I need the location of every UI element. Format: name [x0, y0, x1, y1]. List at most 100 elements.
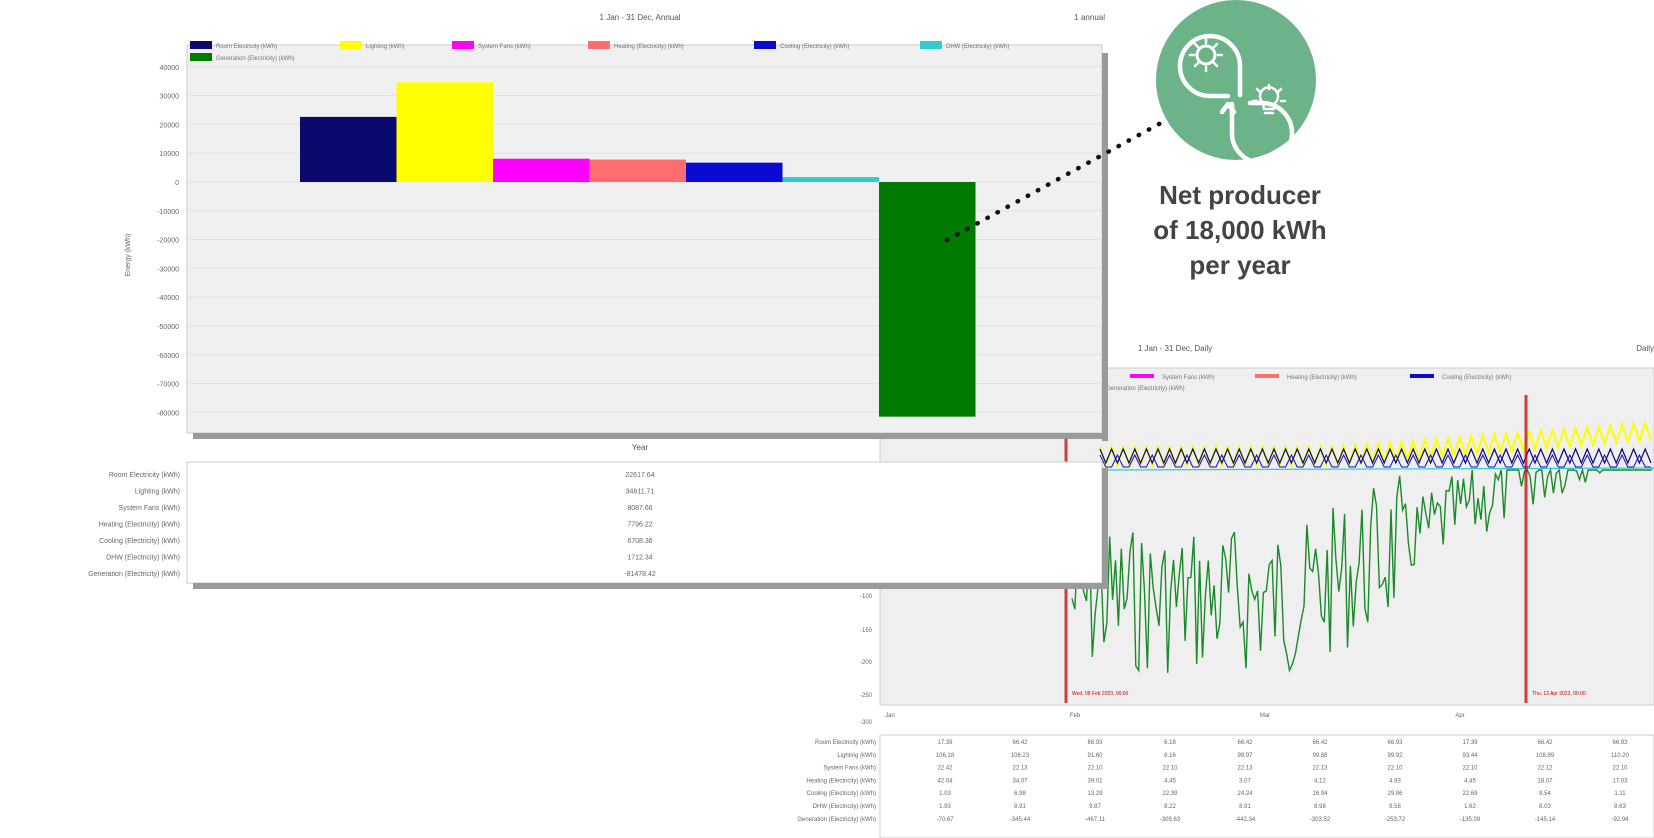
daily-table-cell: 99.92: [1387, 753, 1403, 759]
daily-table-cell: 8.63: [1614, 804, 1626, 810]
legend-swatch: [190, 41, 212, 49]
daily-table-cell: 66.42: [1312, 740, 1328, 746]
daily-table-cell: 91.60: [1087, 753, 1103, 759]
daily-table-cell: 22.13: [1012, 766, 1028, 772]
daily-table-cell: -92.94: [1611, 817, 1629, 823]
annual-table-shadow-right: [1102, 468, 1108, 589]
daily-legend-label: System Fans (kWh): [1162, 375, 1215, 381]
annual-table-shadow-bottom: [193, 583, 1108, 589]
daily-table-cell: 16.94: [1312, 791, 1328, 797]
daily-y-tick-label: -100: [860, 594, 873, 600]
daily-table-cell: 4.45: [1464, 778, 1476, 784]
annual-table-label: Heating (Electricity) (kWh): [99, 522, 180, 529]
daily-x-tick-label: Mar: [1260, 713, 1270, 719]
daily-table-cell: 6.16: [1164, 753, 1176, 759]
daily-table-label: Generation (Electricity) (kWh): [797, 817, 876, 823]
daily-table-cell: 8.91: [1014, 804, 1026, 810]
y-tick-label: -80000: [157, 410, 179, 417]
daily-table-cell: 66.93: [1087, 740, 1103, 746]
daily-table-cell: 17.39: [1462, 740, 1478, 746]
daily-table-label: DHW (Electricity) (kWh): [813, 804, 876, 810]
callout-line-1: Net producer: [1159, 180, 1321, 210]
annual-table-label: Cooling (Electricity) (kWh): [99, 538, 180, 545]
bar-2: [396, 82, 493, 182]
daily-table-cell: 22.39: [1162, 791, 1178, 797]
y-tick-label: -60000: [157, 353, 179, 360]
daily-table-cell: -253.72: [1385, 817, 1406, 823]
callout-line-3: per year: [1189, 250, 1291, 280]
daily-x-tick-label: Apr: [1455, 713, 1464, 719]
callout-line-2: of 18,000 kWh: [1153, 215, 1327, 245]
legend-label: Heating (Electricity) (kWh): [614, 44, 684, 50]
daily-table-cell: 22.13: [1237, 766, 1253, 772]
daily-table-cell: 1.62: [1464, 804, 1476, 810]
bar-1: [300, 116, 397, 182]
y-tick-label: -30000: [157, 266, 179, 273]
daily-table-cell: 8.54: [1539, 791, 1551, 797]
y-tick-label: -40000: [157, 295, 179, 302]
daily-legend-label: Heating (Electricity) (kWh): [1287, 375, 1357, 381]
daily-table-cell: 1.11: [1614, 791, 1626, 797]
daily-table-cell: 22.13: [1312, 766, 1328, 772]
daily-table-cell: 17.03: [1612, 778, 1628, 784]
y-tick-label: 20000: [160, 122, 180, 129]
daily-table-cell: 66.42: [1537, 740, 1553, 746]
y-tick-label: -20000: [157, 238, 179, 245]
y-tick-label: -10000: [157, 209, 179, 216]
plot-shadow-right: [1102, 53, 1108, 441]
daily-legend-label: Generation (Electricity) (kWh): [1106, 386, 1185, 392]
daily-table-cell: 4.12: [1314, 778, 1326, 784]
daily-table-cell: 108.89: [1536, 753, 1555, 759]
daily-marker-label: Thu, 13 Apr 2023, 00:00: [1532, 691, 1586, 697]
daily-table-cell: 22.12: [1537, 766, 1553, 772]
annual-table-label: Lighting (kWh): [135, 489, 180, 496]
daily-table-cell: 3.07: [1239, 778, 1251, 784]
daily-dhw-line: [1099, 467, 1654, 471]
annual-table-value: -81478.42: [624, 571, 656, 578]
y-axis-label: Energy (kWh): [125, 234, 132, 277]
daily-table-cell: 17.39: [937, 740, 953, 746]
legend-swatch: [588, 41, 610, 49]
daily-table-label: Lighting (kWh): [837, 753, 876, 759]
daily-table-cell: 6.18: [1164, 740, 1176, 746]
daily-table-cell: 8.58: [1389, 804, 1401, 810]
daily-table-cell: 22.42: [937, 766, 953, 772]
daily-table-cell: 110.20: [1611, 753, 1630, 759]
daily-table-cell: 66.42: [1237, 740, 1253, 746]
daily-table-cell: 29.86: [1387, 791, 1403, 797]
daily-x-tick-label: Feb: [1070, 713, 1081, 719]
y-tick-label: 0: [175, 180, 179, 187]
annual-table-label: DHW (Electricity) (kWh): [106, 555, 180, 562]
annual-table-label: Room Electricity (kWh): [109, 472, 180, 479]
daily-cooling-line: [1099, 453, 1651, 468]
bar-4: [589, 159, 686, 182]
daily-table-cell: -70.67: [936, 817, 954, 823]
daily-table-cell: -135.09: [1460, 817, 1481, 823]
daily-table-cell: 1.93: [939, 804, 951, 810]
daily-table-cell: -303.52: [1310, 817, 1331, 823]
daily-table-cell: 93.44: [1462, 753, 1478, 759]
daily-marker-label: Wed, 08 Feb 2023, 00:00: [1072, 691, 1129, 697]
daily-y-tick-label: -250: [860, 693, 873, 699]
daily-table-cell: 22.69: [1462, 791, 1478, 797]
daily-legend-swatch: [1255, 374, 1279, 378]
daily-table-cell: 8.91: [1239, 804, 1251, 810]
daily-table-label: Heating (Electricity) (kWh): [806, 778, 876, 784]
legend-swatch: [452, 41, 474, 49]
chart-title-right: 1 annual: [1074, 13, 1105, 22]
daily-table-cell: 42.04: [937, 778, 953, 784]
annual-table-label: Generation (Electricity) (kWh): [88, 571, 180, 578]
daily-table-cell: -345.44: [1010, 817, 1031, 823]
daily-table-cell: 66.93: [1387, 740, 1403, 746]
daily-table-cell: 99.97: [1237, 753, 1253, 759]
annual-table: [186, 461, 1103, 584]
plot-shadow-bottom: [193, 433, 1108, 439]
legend-swatch: [754, 41, 776, 49]
daily-table-cell: 34.07: [1012, 778, 1028, 784]
legend-label: Cooling (Electricity) (kWh): [780, 44, 849, 50]
annual-table-value: 6708.36: [627, 538, 652, 545]
daily-table-cell: 8.03: [1539, 804, 1551, 810]
daily-table-label: System Fans (kWh): [823, 766, 876, 772]
daily-table-cell: 22.10: [1387, 766, 1403, 772]
annual-table-value: 8087.66: [627, 505, 652, 512]
